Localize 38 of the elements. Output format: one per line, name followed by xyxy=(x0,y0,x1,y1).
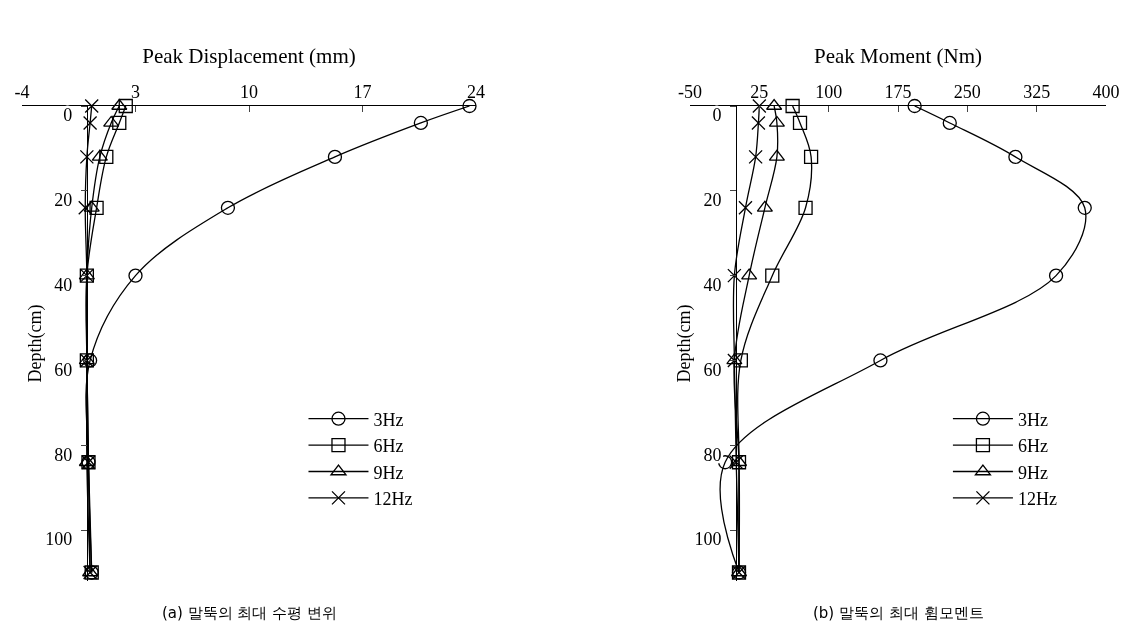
y-tick-label: 80 xyxy=(54,444,73,465)
text: (a) 말뚝의 최대 수평 변위 xyxy=(162,604,337,622)
x-tick-label: 250 xyxy=(953,81,981,102)
y-tick-label: 20 xyxy=(54,190,73,211)
x-tick-label: 325 xyxy=(1023,81,1051,102)
y-tick-label: 60 xyxy=(54,359,73,380)
x-axis-title: Peak Moment (Nm) xyxy=(814,43,982,68)
x-tick-label: 3 xyxy=(131,81,140,102)
x-tick-label: 10 xyxy=(240,81,258,102)
x-axis-title: Peak Displacement (mm) xyxy=(142,43,356,68)
legend-label: 3Hz xyxy=(373,409,404,430)
y-tick-label: 40 xyxy=(703,274,722,295)
legend-label: 12Hz xyxy=(1017,488,1057,509)
y-tick-label: 20 xyxy=(703,190,722,211)
x-tick-label: -50 xyxy=(678,81,702,102)
y-axis-title: Depth(cm) xyxy=(24,304,46,383)
x-tick-label: 25 xyxy=(750,81,769,102)
legend-label: 9Hz xyxy=(373,462,404,483)
legend-label: 6Hz xyxy=(373,436,404,457)
y-tick-label: 60 xyxy=(703,359,722,380)
y-axis-title: Depth(cm) xyxy=(674,304,696,383)
legend-label: 12Hz xyxy=(373,488,413,509)
y-tick-label: 100 xyxy=(45,529,73,550)
x-tick-label: 175 xyxy=(884,81,912,102)
legend-label: 3Hz xyxy=(1017,409,1048,430)
x-tick-label: 400 xyxy=(1092,81,1120,102)
x-tick-label: -4 xyxy=(14,81,30,102)
y-tick-label: 80 xyxy=(703,444,722,465)
y-tick-label: 100 xyxy=(694,529,722,550)
legend-label: 6Hz xyxy=(1017,436,1048,457)
text: (b) 말뚝의 최대 휨모멘트 xyxy=(813,604,984,622)
legend-label: 9Hz xyxy=(1017,462,1048,483)
x-tick-label: 100 xyxy=(815,81,843,102)
x-tick-label: 24 xyxy=(467,81,485,102)
x-tick-label: 17 xyxy=(353,81,372,102)
y-tick-label: 0 xyxy=(712,105,722,126)
y-tick-label: 40 xyxy=(54,274,73,295)
y-tick-label: 0 xyxy=(63,105,73,126)
